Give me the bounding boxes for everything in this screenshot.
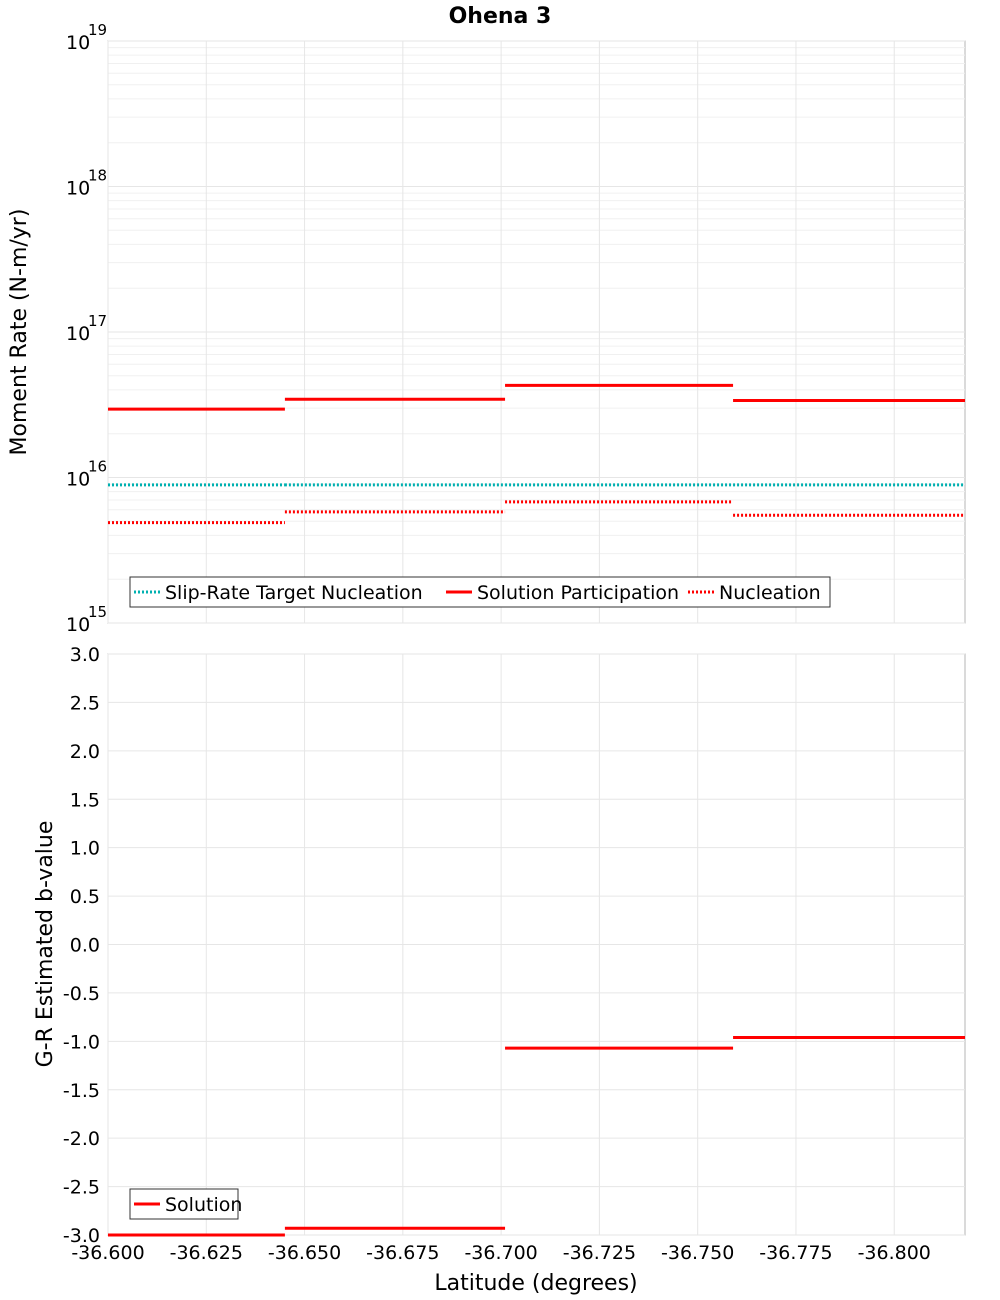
x-tick-label: -36.700 bbox=[464, 1242, 537, 1264]
x-tick-label: -36.725 bbox=[563, 1242, 636, 1264]
b-value-y-tick-label: 2.0 bbox=[70, 741, 100, 763]
chart-title: Ohena 3 bbox=[449, 4, 552, 29]
moment-rate-series bbox=[108, 383, 965, 525]
moment-rate-y-tick-exponent: 17 bbox=[88, 312, 107, 330]
x-tick-label: -36.750 bbox=[661, 1242, 734, 1264]
x-tick-label: -36.625 bbox=[170, 1242, 243, 1264]
b-value-y-tick-label: 0.5 bbox=[70, 886, 100, 908]
b-value-y-tick-label: -0.5 bbox=[63, 983, 100, 1005]
x-axis-ticks: -36.600 -36.625 -36.650 -36.675 -36.700 -36.7… bbox=[71, 1242, 931, 1264]
moment-rate-y-tick-base: 10 bbox=[66, 469, 90, 491]
b-value-y-tick-label: 3.0 bbox=[70, 644, 100, 666]
moment-rate-y-tick-base: 10 bbox=[66, 323, 90, 345]
b-value-legend: Solution bbox=[129, 1188, 242, 1220]
legend-label-solution: Solution bbox=[165, 1194, 242, 1216]
moment-rate-y-tick-base: 10 bbox=[66, 178, 90, 200]
moment-rate-y-tick-exponent: 19 bbox=[88, 21, 107, 39]
b-value-series bbox=[108, 1035, 965, 1237]
b-value-panel: 3.0 2.5 2.0 1.5 1.0 0.5 0.0 -0.5 -1.0 -1.5 -2.0 -2.… bbox=[33, 644, 966, 1247]
b-value-y-tick-label: 1.0 bbox=[70, 838, 100, 860]
moment-rate-y-tick-exponent: 18 bbox=[88, 167, 107, 185]
b-value-grid bbox=[107, 653, 965, 1236]
x-tick-label: -36.675 bbox=[366, 1242, 439, 1264]
b-value-y-axis-title: G-R Estimated b-value bbox=[33, 821, 58, 1068]
moment-rate-y-tick-exponent: 16 bbox=[88, 458, 107, 476]
x-axis-title: Latitude (degrees) bbox=[434, 1271, 637, 1296]
x-tick-label: -36.775 bbox=[759, 1242, 832, 1264]
b-value-y-tick-label: -1.0 bbox=[63, 1031, 100, 1053]
b-value-y-tick-label: 2.5 bbox=[70, 692, 100, 714]
moment-rate-y-tick-base: 10 bbox=[66, 614, 90, 636]
b-value-y-tick-label: 0.0 bbox=[70, 935, 100, 957]
b-value-y-tick-label: -1.5 bbox=[63, 1080, 100, 1102]
x-tick-label: -36.800 bbox=[858, 1242, 931, 1264]
moment-rate-legend: Slip-Rate Target Nucleation Solution Part… bbox=[129, 576, 831, 608]
b-value-y-tick-label: 1.5 bbox=[70, 789, 100, 811]
legend-label-slip-rate-target-nucleation: Slip-Rate Target Nucleation bbox=[165, 582, 423, 604]
b-value-y-tick-label: -3.0 bbox=[63, 1225, 100, 1247]
legend-label-solution-participation: Solution Participation bbox=[477, 582, 679, 604]
b-value-y-tick-label: -2.0 bbox=[63, 1128, 100, 1150]
moment-rate-y-tick-base: 10 bbox=[66, 32, 90, 54]
x-tick-label: -36.650 bbox=[268, 1242, 341, 1264]
x-tick-label: -36.600 bbox=[71, 1242, 144, 1264]
legend-label-nucleation: Nucleation bbox=[719, 582, 821, 604]
b-value-y-tick-label: -2.5 bbox=[63, 1177, 100, 1199]
moment-rate-y-axis-title: Moment Rate (N-m/yr) bbox=[7, 209, 32, 456]
moment-rate-y-tick-exponent: 15 bbox=[88, 603, 107, 621]
b-value-y-ticks: 3.0 2.5 2.0 1.5 1.0 0.5 0.0 -0.5 -1.0 -1.5 -2.0 -2.… bbox=[63, 644, 100, 1247]
